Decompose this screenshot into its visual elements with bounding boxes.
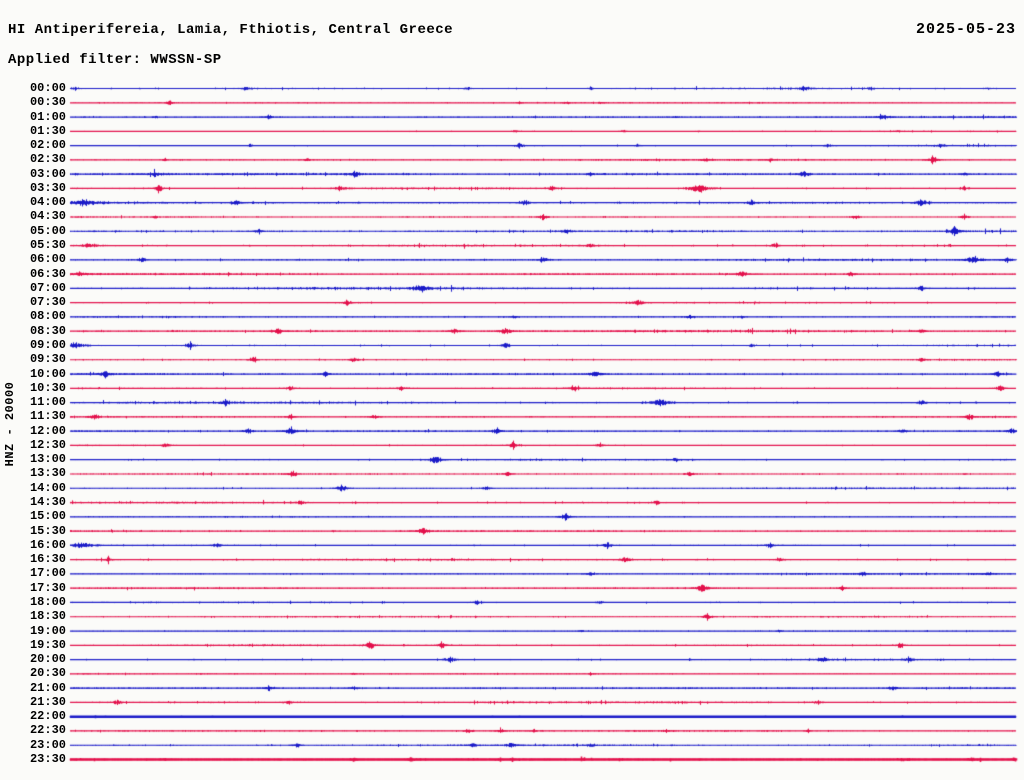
time-tick-label: 08:30 xyxy=(29,323,66,338)
time-tick-label: 11:00 xyxy=(29,395,66,410)
time-tick-label: 14:30 xyxy=(29,495,66,510)
time-tick-label: 02:00 xyxy=(29,138,66,153)
time-tick-label: 12:00 xyxy=(29,423,66,438)
time-tick-label: 15:00 xyxy=(29,509,66,524)
time-tick-label: 13:00 xyxy=(29,452,66,467)
time-tick-label: 00:30 xyxy=(29,95,66,110)
time-tick-label: 04:00 xyxy=(29,195,66,210)
time-tick-label: 18:30 xyxy=(29,609,66,624)
time-tick-label: 22:00 xyxy=(29,709,66,724)
time-tick-label: 06:30 xyxy=(29,266,66,281)
time-tick-label: 15:30 xyxy=(29,523,66,538)
time-tick-label: 09:00 xyxy=(29,337,66,352)
time-tick-label: 07:00 xyxy=(29,280,66,295)
time-tick-label: 04:30 xyxy=(29,209,66,224)
time-tick-label: 11:30 xyxy=(29,409,66,424)
time-tick-label: 16:30 xyxy=(29,552,66,567)
time-tick-label: 01:00 xyxy=(29,109,66,124)
time-tick-label: 08:00 xyxy=(29,309,66,324)
time-tick-label: 05:00 xyxy=(29,223,66,238)
time-tick-label: 01:30 xyxy=(29,123,66,138)
time-tick-label: 20:30 xyxy=(29,666,66,681)
time-tick-label: 02:30 xyxy=(29,152,66,167)
time-tick-label: 17:00 xyxy=(29,566,66,581)
date-label: 2025-05-23 xyxy=(915,21,1016,38)
time-tick-label: 23:30 xyxy=(29,752,66,767)
applied-filter-label: Applied filter: WWSSN-SP xyxy=(8,52,222,68)
time-tick-label: 05:30 xyxy=(29,238,66,253)
time-tick-label: 12:30 xyxy=(29,437,66,452)
time-tick-label: 03:30 xyxy=(29,180,66,195)
time-tick-label: 21:30 xyxy=(29,694,66,709)
time-tick-label: 10:30 xyxy=(29,380,66,395)
time-tick-label: 14:00 xyxy=(29,480,66,495)
time-tick-label: 07:30 xyxy=(29,295,66,310)
station-title: HI Antiperifereia, Lamia, Fthiotis, Cent… xyxy=(8,22,454,38)
time-tick-label: 13:30 xyxy=(29,466,66,481)
time-tick-label: 19:30 xyxy=(29,637,66,652)
time-tick-label: 00:00 xyxy=(29,81,66,95)
time-tick-label: 18:00 xyxy=(29,594,66,609)
time-tick-label: 20:00 xyxy=(29,652,66,667)
time-tick-label: 09:30 xyxy=(29,352,66,367)
time-tick-label: 10:00 xyxy=(29,366,66,381)
time-tick-label: 16:00 xyxy=(29,537,66,552)
time-tick-label: 06:00 xyxy=(29,252,66,267)
time-tick-label: 22:30 xyxy=(29,723,66,738)
time-tick-label: 17:30 xyxy=(29,580,66,595)
time-tick-label: 23:00 xyxy=(29,737,66,752)
time-tick-label: 21:00 xyxy=(29,680,66,695)
time-tick-label: 03:00 xyxy=(29,166,66,181)
time-tick-label: 19:00 xyxy=(29,623,66,638)
